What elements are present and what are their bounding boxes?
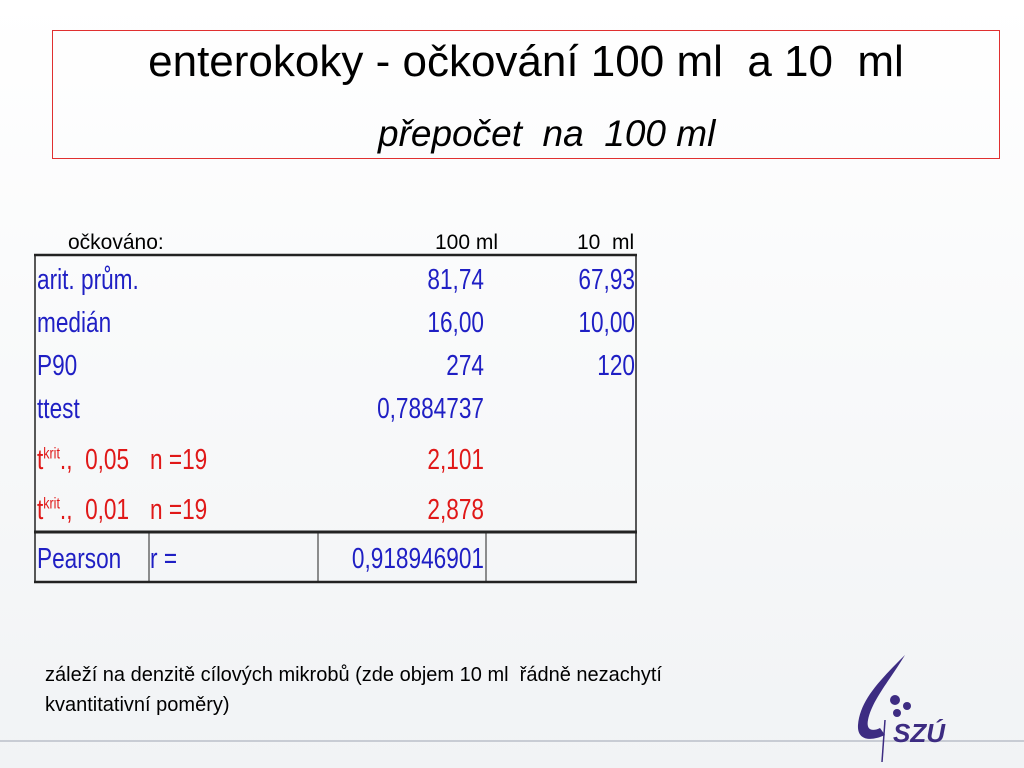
- row-label: ttest: [37, 393, 80, 425]
- cell-value: 10,00: [578, 307, 635, 339]
- crit-superscript: krit: [43, 495, 60, 513]
- logo-dot: [893, 709, 901, 717]
- pearson-stat: r =: [150, 543, 178, 575]
- crit-n: n =19: [150, 494, 208, 526]
- cell-value: 67,93: [578, 264, 635, 296]
- cell-value: 120: [597, 350, 635, 382]
- crit-value: 2,101: [427, 444, 484, 476]
- cell-value: 274: [446, 350, 484, 382]
- cell-value: 16,00: [427, 307, 484, 339]
- crit-symbol: t: [37, 494, 44, 526]
- note: záleží na denzitě cílových mikrobů (zde …: [45, 664, 668, 716]
- header-col: 10 ml: [577, 231, 635, 254]
- logo-swoosh: [857, 655, 905, 739]
- title: enterokoky - očkování 100 ml a 10 ml: [148, 37, 904, 86]
- row-label: P90: [37, 350, 78, 382]
- crit-value: 2,878: [427, 494, 484, 526]
- title-box: [52, 30, 1000, 159]
- header-label: očkováno:: [68, 231, 164, 254]
- logo-text: SZÚ: [893, 718, 946, 748]
- logo-dot: [890, 695, 900, 705]
- header-col: 100 ml: [434, 231, 498, 254]
- crit-superscript: krit: [43, 445, 60, 463]
- crit-n: n =19: [150, 444, 208, 476]
- cell-value: 0,7884737: [377, 393, 484, 425]
- logo-stem: [881, 719, 886, 763]
- pearson-label: Pearson: [37, 543, 122, 575]
- crit-label: tkrit., 0,01: [37, 496, 129, 525]
- subtitle: přepočet na 100 ml: [378, 113, 716, 154]
- row-label: arit. prům.: [37, 264, 139, 296]
- crit-label: tkrit., 0,05: [37, 446, 129, 475]
- pearson-value: 0,918946901: [351, 543, 484, 575]
- crit-level: ., 0,05: [59, 444, 130, 476]
- crit-level: ., 0,01: [59, 494, 130, 526]
- crit-symbol: t: [37, 444, 44, 476]
- cell-value: 81,74: [427, 264, 484, 296]
- logo-dot: [903, 702, 911, 710]
- row-label: medián: [37, 307, 112, 339]
